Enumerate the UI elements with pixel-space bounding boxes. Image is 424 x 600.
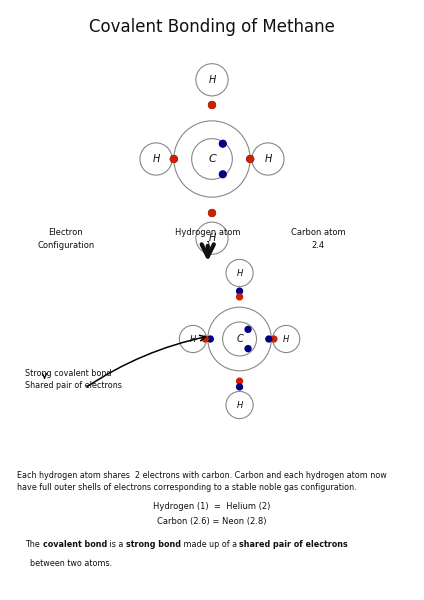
Ellipse shape: [140, 143, 172, 175]
Ellipse shape: [170, 155, 177, 163]
Ellipse shape: [226, 259, 253, 287]
Text: H: H: [152, 154, 160, 164]
Ellipse shape: [247, 155, 254, 163]
Ellipse shape: [196, 222, 228, 254]
Text: Shared pair of electrons: Shared pair of electrons: [25, 381, 122, 390]
Text: made up of a: made up of a: [181, 540, 240, 549]
Ellipse shape: [209, 209, 215, 217]
Ellipse shape: [237, 288, 243, 294]
Text: H: H: [283, 335, 289, 343]
Ellipse shape: [202, 336, 208, 342]
Ellipse shape: [245, 346, 251, 352]
Text: H: H: [208, 75, 216, 85]
Ellipse shape: [170, 155, 177, 163]
Text: H: H: [237, 401, 243, 409]
Text: H: H: [190, 335, 196, 343]
Ellipse shape: [273, 325, 300, 353]
Ellipse shape: [271, 336, 277, 342]
Ellipse shape: [192, 139, 232, 179]
Text: Each hydrogen atom shares  2 electrons with carbon. Carbon and each hydrogen ato: Each hydrogen atom shares 2 electrons wi…: [17, 471, 387, 493]
Ellipse shape: [237, 378, 243, 384]
Ellipse shape: [209, 101, 215, 109]
Text: The: The: [25, 540, 43, 549]
Ellipse shape: [252, 143, 284, 175]
Ellipse shape: [209, 101, 215, 109]
Ellipse shape: [219, 140, 226, 147]
Text: C: C: [208, 154, 216, 164]
Ellipse shape: [179, 325, 206, 353]
Text: Hydrogen (1)  =  Helium (2): Hydrogen (1) = Helium (2): [153, 502, 271, 511]
Ellipse shape: [237, 294, 243, 300]
Text: between two atoms.: between two atoms.: [30, 559, 112, 568]
Text: Covalent Bonding of Methane: Covalent Bonding of Methane: [89, 18, 335, 36]
Ellipse shape: [219, 171, 226, 178]
Text: Hydrogen atom
1: Hydrogen atom 1: [175, 228, 240, 250]
Text: Electron
Configuration: Electron Configuration: [37, 228, 95, 250]
Text: shared pair of electrons: shared pair of electrons: [240, 540, 348, 549]
Ellipse shape: [226, 391, 253, 419]
Ellipse shape: [245, 326, 251, 332]
Text: H: H: [264, 154, 272, 164]
Text: is a: is a: [107, 540, 126, 549]
Ellipse shape: [196, 64, 228, 96]
Text: C: C: [236, 334, 243, 344]
Text: covalent bond: covalent bond: [43, 540, 107, 549]
Ellipse shape: [207, 336, 213, 342]
Text: strong bond: strong bond: [126, 540, 181, 549]
Ellipse shape: [247, 155, 254, 163]
Text: Carbon atom
2.4: Carbon atom 2.4: [291, 228, 345, 250]
Text: Strong covalent bond: Strong covalent bond: [25, 368, 112, 378]
Ellipse shape: [266, 336, 272, 342]
Ellipse shape: [209, 209, 215, 217]
Ellipse shape: [237, 384, 243, 390]
Text: H: H: [237, 269, 243, 277]
Text: H: H: [208, 233, 216, 243]
Ellipse shape: [223, 322, 257, 356]
Text: Carbon (2.6) = Neon (2.8): Carbon (2.6) = Neon (2.8): [157, 517, 267, 526]
